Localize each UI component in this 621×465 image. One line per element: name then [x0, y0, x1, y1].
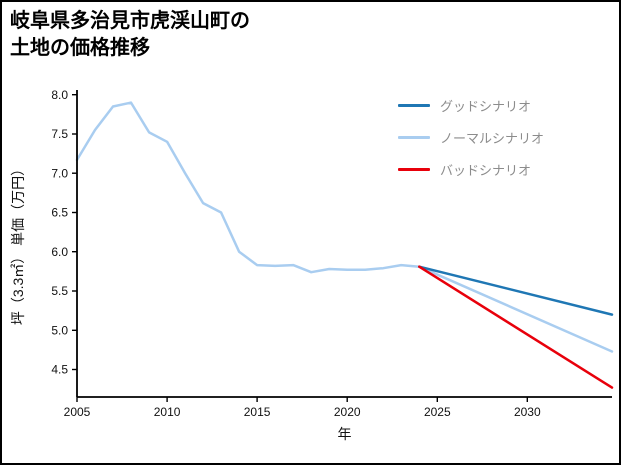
legend-item-normal-scenario: ノーマルシナリオ — [398, 128, 544, 147]
legend-item-good-scenario: グッドシナリオ — [398, 96, 544, 115]
chart-title-line2: 土地の価格推移 — [10, 37, 150, 59]
legend-label-good-scenario: グッドシナリオ — [440, 99, 532, 114]
x-tick-label: 2005 — [64, 405, 91, 419]
y-tick-label: 8.0 — [51, 88, 68, 102]
y-axis-label: 坪（3.3㎡） 単価（万円） — [10, 162, 26, 325]
y-tick-label: 5.0 — [51, 324, 68, 338]
x-tick-label: 2030 — [514, 405, 541, 419]
y-tick-label: 5.5 — [51, 284, 68, 298]
series-normal-scenario-line — [75, 101, 614, 353]
series-good-scenario-line — [418, 265, 614, 316]
chart-title: 岐阜県多治見市虎渓山町の 土地の価格推移 — [10, 8, 250, 62]
y-tick-label: 7.0 — [51, 166, 68, 180]
legend-line-icon-normal — [398, 136, 430, 139]
chart-title-line1: 岐阜県多治見市虎渓山町の — [10, 10, 250, 32]
legend-label-normal-scenario: ノーマルシナリオ — [440, 131, 545, 146]
x-tick-label: 2025 — [424, 405, 451, 419]
series-bad-scenario-line — [418, 265, 614, 389]
legend-item-bad-scenario: バッドシナリオ — [398, 160, 544, 179]
chart-legend: グッドシナリオ ノーマルシナリオ バッドシナリオ — [398, 96, 544, 179]
legend-line-icon-good — [398, 104, 430, 107]
y-tick-label: 4.5 — [51, 363, 68, 377]
legend-line-icon-bad — [398, 168, 430, 171]
y-tick-label: 6.0 — [51, 245, 68, 259]
x-axis-label: 年 — [338, 426, 352, 442]
x-tick-label: 2020 — [334, 405, 361, 419]
y-tick-label: 7.5 — [51, 127, 68, 141]
y-tick-label: 6.5 — [51, 206, 68, 220]
legend-label-bad-scenario: バッドシナリオ — [440, 163, 532, 178]
x-tick-label: 2015 — [244, 405, 271, 419]
x-tick-label: 2010 — [154, 405, 181, 419]
